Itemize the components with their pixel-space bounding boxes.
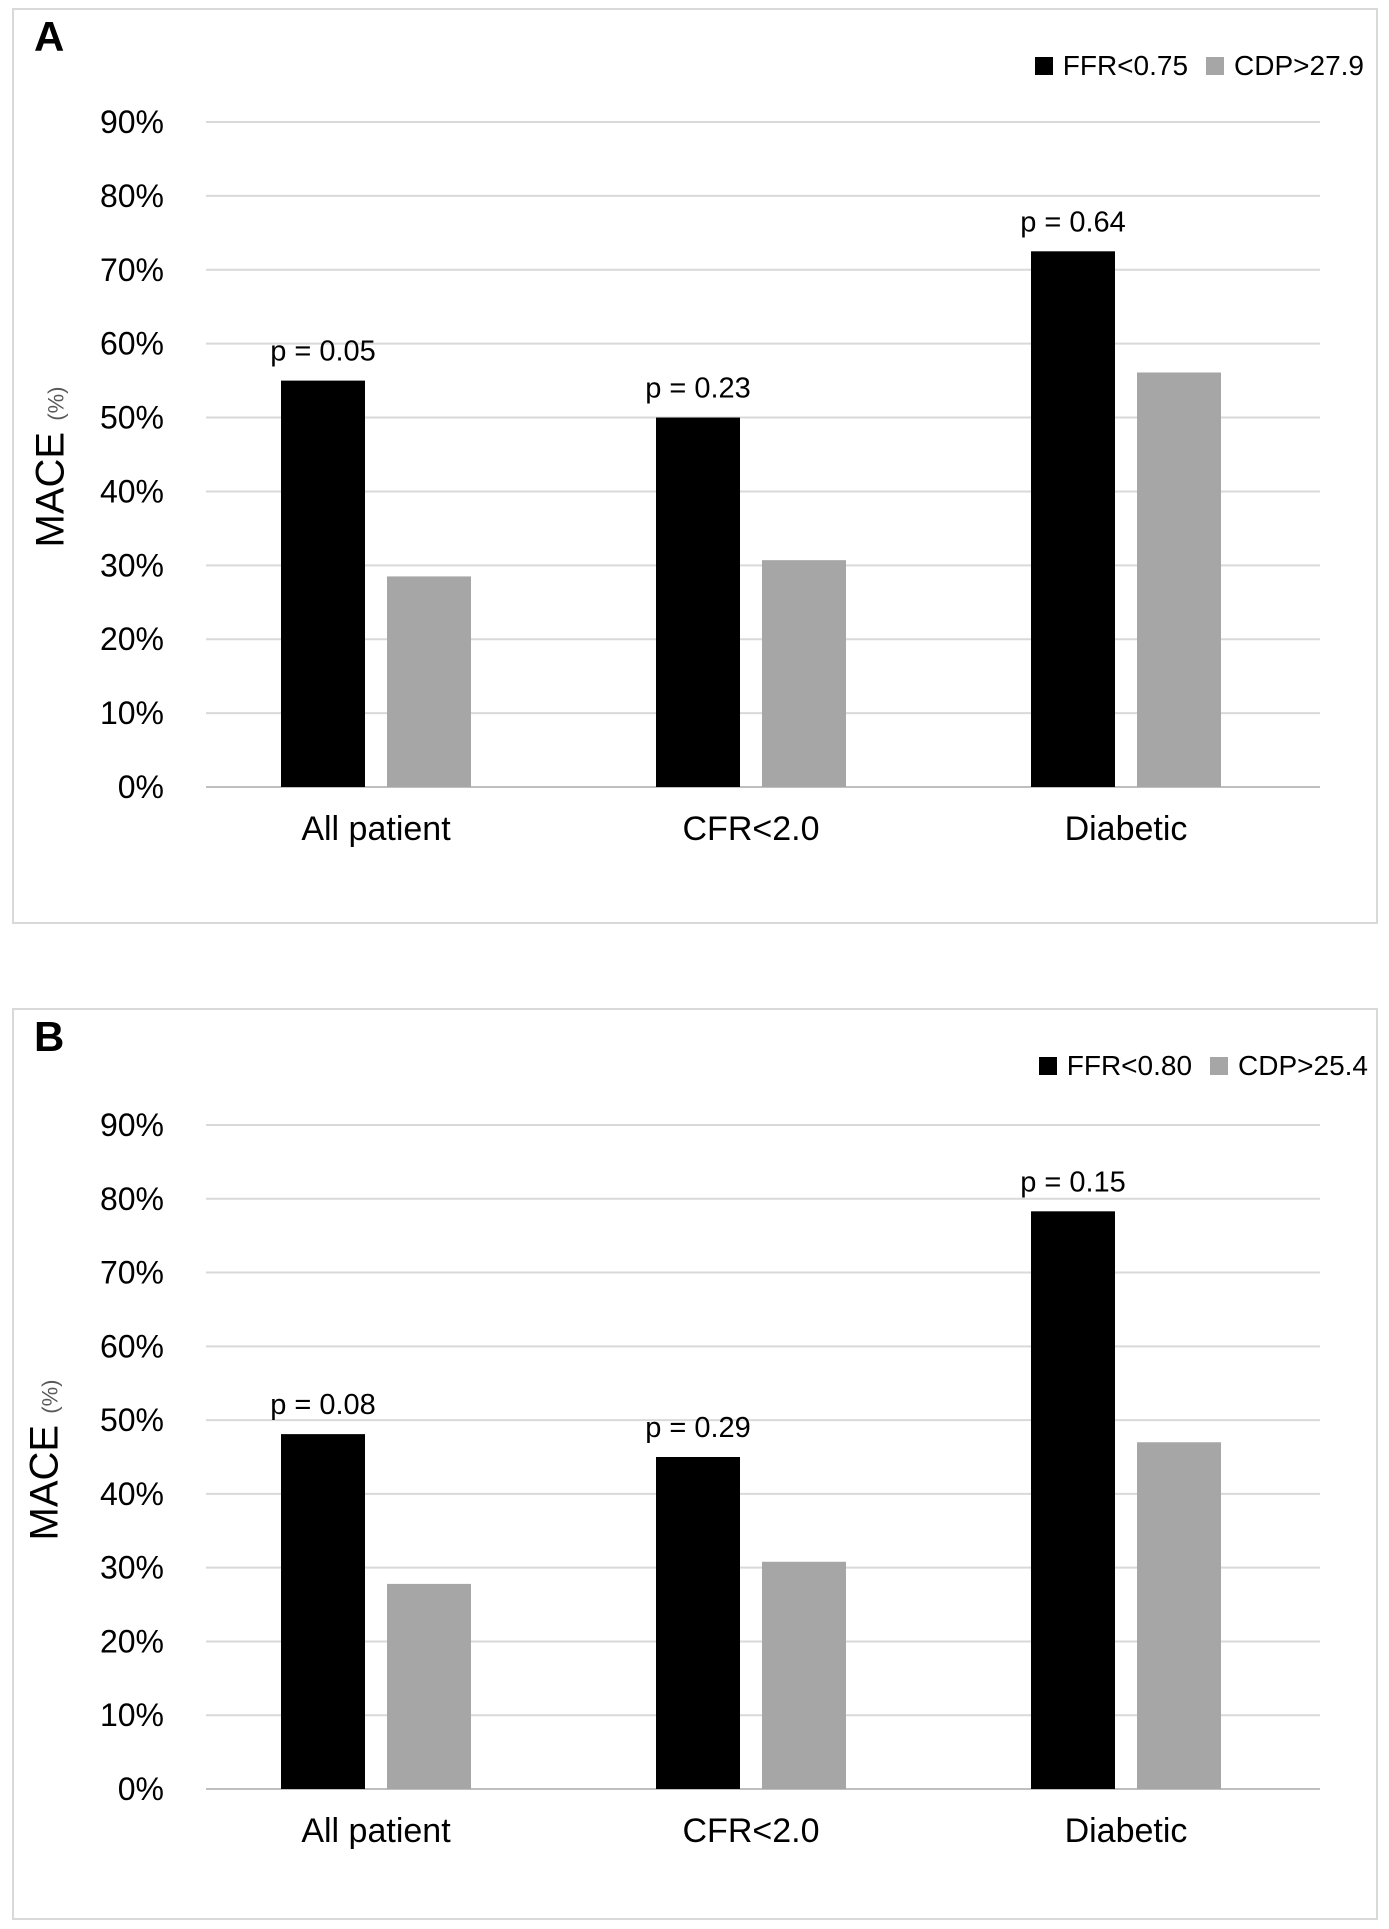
bar-series-1	[281, 1434, 365, 1789]
legend-item-series-2: CDP>25.4	[1210, 1052, 1368, 1080]
x-tick-label: All patient	[301, 1812, 451, 1850]
y-tick-label: 40%	[100, 473, 164, 509]
bar-series-2	[762, 560, 846, 787]
legend-label: CDP>25.4	[1238, 1050, 1368, 1081]
y-tick-label: 30%	[100, 1550, 164, 1586]
bar-series-1	[281, 380, 365, 787]
y-tick-label: 20%	[100, 621, 164, 657]
y-tick-label: 10%	[100, 695, 164, 731]
bar-series-2	[387, 1583, 471, 1789]
x-tick-label: CFR<2.0	[683, 810, 820, 848]
legend-label: CDP>27.9	[1234, 50, 1364, 81]
legend-label: FFR<0.75	[1062, 50, 1189, 81]
p-value-label: p = 0.64	[1020, 206, 1126, 238]
x-tick-label: Diabetic	[1065, 1812, 1188, 1850]
chart-panel-a: A FFR<0.75 CDP>27.9 MACE (%) 0% 10% 20% 30%…	[12, 8, 1378, 924]
bar-series-2	[1137, 372, 1221, 787]
bar-series-2	[387, 576, 471, 787]
y-tick-label: 30%	[100, 547, 164, 583]
y-tick-label: 70%	[100, 1255, 164, 1291]
legend-swatch	[1206, 57, 1225, 75]
y-tick-label: 20%	[100, 1623, 164, 1659]
legend: FFR<0.80 CDP>25.4	[1038, 1050, 1368, 1081]
y-tick-label: 0%	[118, 769, 164, 805]
panel-label: A	[34, 13, 65, 60]
legend-item-series-1: FFR<0.75	[1034, 50, 1206, 81]
bar-series-1	[656, 1457, 740, 1789]
p-value-label: p = 0.05	[270, 336, 376, 368]
panel-label: B	[34, 1013, 65, 1060]
bar-series-2	[1137, 1442, 1221, 1789]
y-tick-label: 90%	[100, 1107, 164, 1143]
y-tick-label: 60%	[100, 326, 164, 362]
p-value-label: p = 0.29	[645, 1412, 751, 1444]
y-tick-label: 80%	[100, 1181, 164, 1217]
legend-item-series-2: CDP>27.9	[1206, 52, 1364, 80]
bar-series-1	[656, 417, 740, 787]
p-value-label: p = 0.15	[1020, 1166, 1126, 1198]
legend-swatch	[1038, 1057, 1057, 1075]
y-tick-label: 50%	[100, 400, 164, 436]
bar-chart-plot: 0% 10% 20% 30% 40% 50% 60% 70% 80% 90% All patient…	[100, 104, 1320, 848]
y-tick-label: 10%	[100, 1697, 164, 1733]
p-value-label: p = 0.23	[645, 373, 751, 405]
legend: FFR<0.75 CDP>27.9	[1034, 50, 1364, 81]
y-tick-label: 40%	[100, 1476, 164, 1512]
x-tick-label: All patient	[301, 810, 451, 848]
bar-chart-plot: 0% 10% 20% 30% 40% 50% 60% 70% 80% 90% All patient…	[100, 1107, 1320, 1850]
y-tick-label: 0%	[118, 1771, 164, 1807]
x-tick-label: Diabetic	[1065, 810, 1188, 848]
y-tick-label: 90%	[100, 104, 164, 140]
chart-panel-b: B FFR<0.80 CDP>25.4 MACE (%) 0% 10% 20% 30%…	[12, 1008, 1378, 1920]
x-tick-label: CFR<2.0	[683, 1812, 820, 1850]
p-value-label: p = 0.08	[270, 1389, 376, 1421]
y-tick-label: 70%	[100, 252, 164, 288]
bar-series-1	[1031, 1211, 1115, 1789]
y-tick-label: 50%	[100, 1402, 164, 1438]
bar-series-1	[1031, 251, 1115, 788]
bar-series-2	[762, 1561, 846, 1789]
legend-item-series-1: FFR<0.80	[1038, 1050, 1210, 1081]
y-tick-label: 80%	[100, 178, 164, 214]
y-tick-label: 60%	[100, 1328, 164, 1364]
legend-swatch	[1210, 1057, 1229, 1075]
legend-label: FFR<0.80	[1066, 1050, 1193, 1081]
legend-swatch	[1034, 57, 1053, 75]
